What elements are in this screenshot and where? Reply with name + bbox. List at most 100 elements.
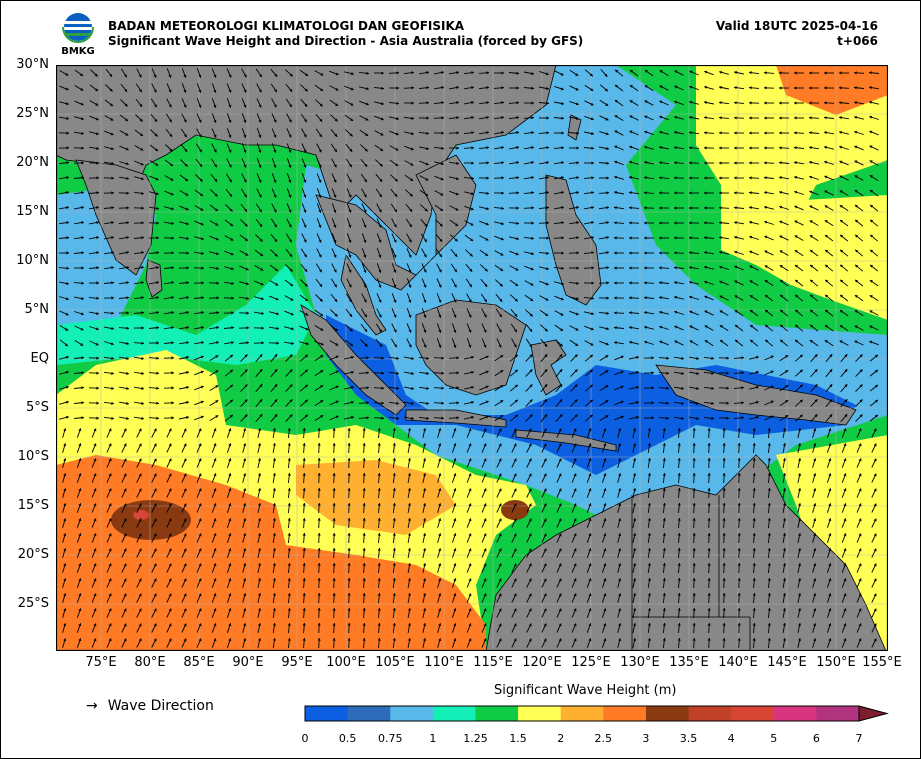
wave-arrow-head (810, 279, 814, 283)
wave-arrow-head (306, 342, 309, 346)
wave-arrow-head (289, 399, 293, 403)
wave-arrow-head (722, 593, 726, 596)
wave-arrow-head (546, 176, 549, 180)
wave-arrow-head (591, 281, 594, 285)
wave-arrow-head (828, 458, 832, 462)
wave-arrow-head (366, 371, 369, 375)
wave-arrow-head (829, 414, 833, 418)
wave-arrow-head (689, 310, 693, 314)
wave-arrow-head (407, 608, 411, 611)
wave-arrow-head (855, 205, 858, 208)
lon-label: 135°E (669, 655, 709, 670)
wave-arrow-head (141, 266, 144, 270)
wave-arrow-head (752, 593, 756, 596)
colorbar-cell (645, 706, 690, 721)
wave-arrow-head (156, 192, 159, 196)
wave-arrow-head (858, 518, 862, 522)
wave-arrow-head (692, 443, 696, 446)
wave-arrow-head (213, 563, 217, 567)
wave-arrow-head (317, 593, 321, 596)
wave-arrow-head (858, 548, 862, 552)
wave-arrow-head (516, 237, 519, 241)
wave-arrow-head (334, 313, 338, 317)
wave-arrow-head (782, 548, 786, 551)
wave-arrow-head (603, 473, 607, 477)
wave-arrow-head (726, 371, 729, 375)
wave-arrow-head (749, 131, 752, 135)
wave-arrow-head (870, 219, 874, 223)
wave-arrow-head (377, 593, 381, 596)
wave-arrow-head (332, 443, 336, 446)
wave-arrow-head (704, 146, 707, 150)
wave-arrow-head (407, 578, 411, 581)
wave-arrow-head (453, 608, 457, 612)
wave-arrow-head (576, 266, 579, 270)
wave-arrow-head (201, 341, 204, 345)
wave-arrow-head (767, 638, 771, 641)
wave-arrow-head (377, 473, 381, 476)
wave-arrow-head (108, 488, 112, 492)
wave-arrow-head (96, 206, 99, 210)
wave-arrow-head (228, 134, 232, 138)
wave-arrow-head (870, 234, 874, 238)
wave-arrow-head (614, 341, 617, 345)
wave-arrow-head (257, 608, 262, 611)
wave-arrow-head (779, 116, 782, 120)
wave-arrow-head (93, 608, 97, 612)
wave-arrow-head (111, 191, 114, 195)
wave-arrow-head (576, 297, 579, 301)
wave-arrow-head (198, 104, 202, 108)
wave-arrow-head (561, 251, 564, 255)
wave-arrow-head (591, 312, 594, 316)
wave-arrow-head (498, 563, 502, 567)
wave-arrow-head (185, 207, 189, 211)
wave-arrow-head (809, 190, 813, 194)
wave-arrow-head (692, 548, 696, 551)
wave-arrow-head (471, 415, 474, 419)
wave-arrow-head (441, 101, 444, 105)
wave-arrow-head (483, 443, 487, 447)
wave-arrow-head (528, 488, 532, 492)
wave-arrow-head (362, 503, 366, 506)
wave-arrow-head (561, 191, 564, 195)
wave-arrow-head (78, 623, 82, 627)
wave-arrow-head (423, 329, 427, 333)
wave-arrow-head (614, 115, 618, 119)
wave-arrow-head (647, 458, 651, 461)
wave-arrow-head (215, 385, 219, 389)
wave-arrow-head (662, 503, 666, 506)
wave-arrow-head (614, 160, 618, 164)
wave-arrow-head (108, 548, 112, 552)
wave-arrow-head (332, 578, 336, 581)
wave-arrow-head (303, 149, 307, 153)
wave-arrow-head (362, 488, 366, 491)
wave-arrow-head (498, 593, 502, 597)
wave-arrow-head (855, 219, 859, 223)
wave-arrow-head (426, 131, 429, 135)
wave-arrow-head (485, 370, 489, 374)
wave-arrow-head (500, 268, 504, 271)
wave-arrow-head (171, 356, 174, 360)
wave-arrow-head (681, 371, 684, 375)
colorbar (304, 705, 889, 722)
wave-arrow-head (779, 205, 783, 209)
wave-arrow-head (411, 132, 414, 136)
wave-arrow-head (574, 399, 578, 403)
wave-arrow-head (456, 86, 459, 90)
wave-arrow-head (288, 134, 292, 138)
wave-arrow-head (125, 132, 129, 136)
wave-arrow-head (260, 282, 264, 286)
wave-arrow-head (719, 146, 722, 150)
wave-arrow-head (347, 623, 351, 626)
wave-arrow-head (558, 428, 562, 432)
wave-arrow-head (365, 102, 369, 106)
wave-arrow-head (302, 458, 306, 461)
wave-arrow-head (139, 118, 143, 122)
wave-arrow-head (824, 145, 827, 149)
wave-arrow-head (741, 356, 744, 360)
wave-arrow-head (824, 190, 828, 194)
wave-arrow-head (156, 311, 159, 315)
wave-arrow-head (514, 313, 518, 317)
wave-arrow-head (779, 101, 782, 105)
wave-arrow-head (198, 134, 202, 138)
